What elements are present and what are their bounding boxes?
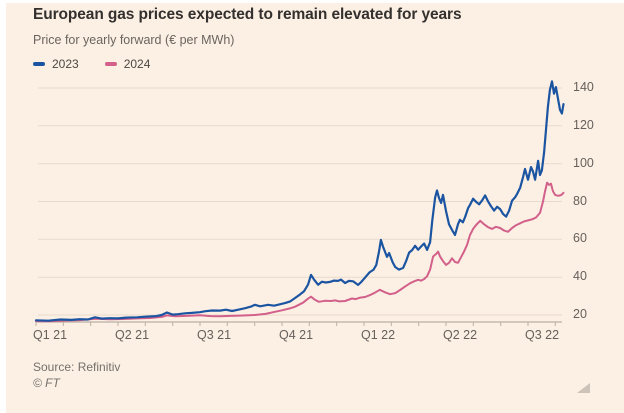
page-margin-top — [0, 0, 624, 3]
legend-item-2024[interactable]: 2024 — [104, 57, 151, 71]
corner-triangle-icon[interactable] — [577, 383, 590, 393]
y-axis-label: 60 — [573, 231, 587, 245]
chart-title: European gas prices expected to remain e… — [33, 6, 462, 23]
y-axis-label: 140 — [573, 80, 594, 94]
x-axis-label: Q3 21 — [197, 328, 232, 342]
legend-label-2023: 2023 — [52, 57, 79, 71]
series-2023-line[interactable] — [34, 80, 565, 322]
legend-swatch-2023 — [33, 62, 45, 66]
x-axis-label: Q1 22 — [361, 328, 396, 342]
x-axis-label: Q1 21 — [33, 328, 68, 342]
y-axis-label: 100 — [573, 156, 594, 170]
copyright-note: © FT — [33, 376, 60, 390]
gridlines — [38, 87, 562, 316]
y-axis-label: 80 — [573, 194, 587, 208]
y-axis-label: 40 — [573, 269, 587, 283]
legend-label-2024: 2024 — [123, 57, 151, 71]
series-2024-line[interactable] — [35, 181, 565, 323]
x-axis-label: Q4 21 — [279, 328, 314, 342]
x-axis-label: Q2 22 — [443, 328, 478, 342]
legend-swatch-2024 — [104, 62, 117, 66]
y-axis-label: 20 — [573, 307, 587, 321]
legend: 2023 2024 — [33, 57, 150, 71]
x-axis-label: Q2 21 — [115, 328, 150, 342]
legend-item-2023[interactable]: 2023 — [33, 57, 79, 71]
source-note: Source: Refinitiv — [33, 360, 121, 374]
chart-subtitle: Price for yearly forward (€ per MWh) — [33, 33, 235, 47]
page-margin-left — [0, 0, 6, 413]
x-axis-label: Q3 22 — [525, 328, 560, 342]
x-axis-ticks — [35, 322, 556, 326]
y-axis-label: 120 — [573, 118, 594, 132]
